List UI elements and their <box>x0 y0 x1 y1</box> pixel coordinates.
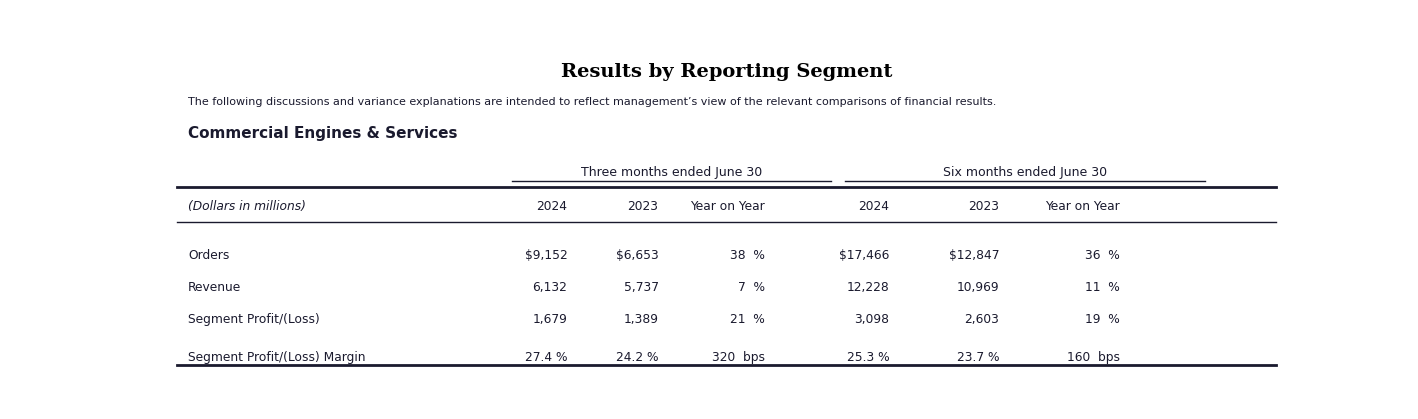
Text: Year on Year: Year on Year <box>691 200 766 213</box>
Text: 320  bps: 320 bps <box>712 351 766 364</box>
Text: 5,737: 5,737 <box>624 281 658 294</box>
Text: 2,603: 2,603 <box>964 313 1000 326</box>
Text: 1,389: 1,389 <box>624 313 658 326</box>
Text: 160  bps: 160 bps <box>1068 351 1120 364</box>
Text: 12,228: 12,228 <box>847 281 889 294</box>
Text: 2023: 2023 <box>968 200 1000 213</box>
Text: Commercial Engines & Services: Commercial Engines & Services <box>189 126 458 141</box>
Text: Revenue: Revenue <box>189 281 241 294</box>
Text: 36  %: 36 % <box>1085 249 1120 262</box>
Text: 19  %: 19 % <box>1085 313 1120 326</box>
Text: Six months ended June 30: Six months ended June 30 <box>943 166 1107 179</box>
Text: Orders: Orders <box>189 249 230 262</box>
Text: 11  %: 11 % <box>1085 281 1120 294</box>
Text: 7  %: 7 % <box>739 281 766 294</box>
Text: 27.4 %: 27.4 % <box>525 351 567 364</box>
Text: (Dollars in millions): (Dollars in millions) <box>189 200 306 213</box>
Text: 10,969: 10,969 <box>957 281 1000 294</box>
Text: Segment Profit/(Loss) Margin: Segment Profit/(Loss) Margin <box>189 351 366 364</box>
Text: Three months ended June 30: Three months ended June 30 <box>581 166 763 179</box>
Text: 3,098: 3,098 <box>855 313 889 326</box>
Text: Segment Profit/(Loss): Segment Profit/(Loss) <box>189 313 320 326</box>
Text: $9,152: $9,152 <box>525 249 567 262</box>
Text: 21  %: 21 % <box>730 313 766 326</box>
Text: 38  %: 38 % <box>730 249 766 262</box>
Text: $12,847: $12,847 <box>949 249 1000 262</box>
Text: $17,466: $17,466 <box>839 249 889 262</box>
Text: 24.2 %: 24.2 % <box>615 351 658 364</box>
Text: 2024: 2024 <box>536 200 567 213</box>
Text: 23.7 %: 23.7 % <box>957 351 1000 364</box>
Text: 2023: 2023 <box>628 200 658 213</box>
Text: $6,653: $6,653 <box>615 249 658 262</box>
Text: 25.3 %: 25.3 % <box>847 351 889 364</box>
Text: Results by Reporting Segment: Results by Reporting Segment <box>562 63 892 81</box>
Text: The following discussions and variance explanations are intended to reflect mana: The following discussions and variance e… <box>189 97 997 107</box>
Text: 6,132: 6,132 <box>533 281 567 294</box>
Text: 1,679: 1,679 <box>533 313 567 326</box>
Text: 2024: 2024 <box>858 200 889 213</box>
Text: Year on Year: Year on Year <box>1045 200 1120 213</box>
